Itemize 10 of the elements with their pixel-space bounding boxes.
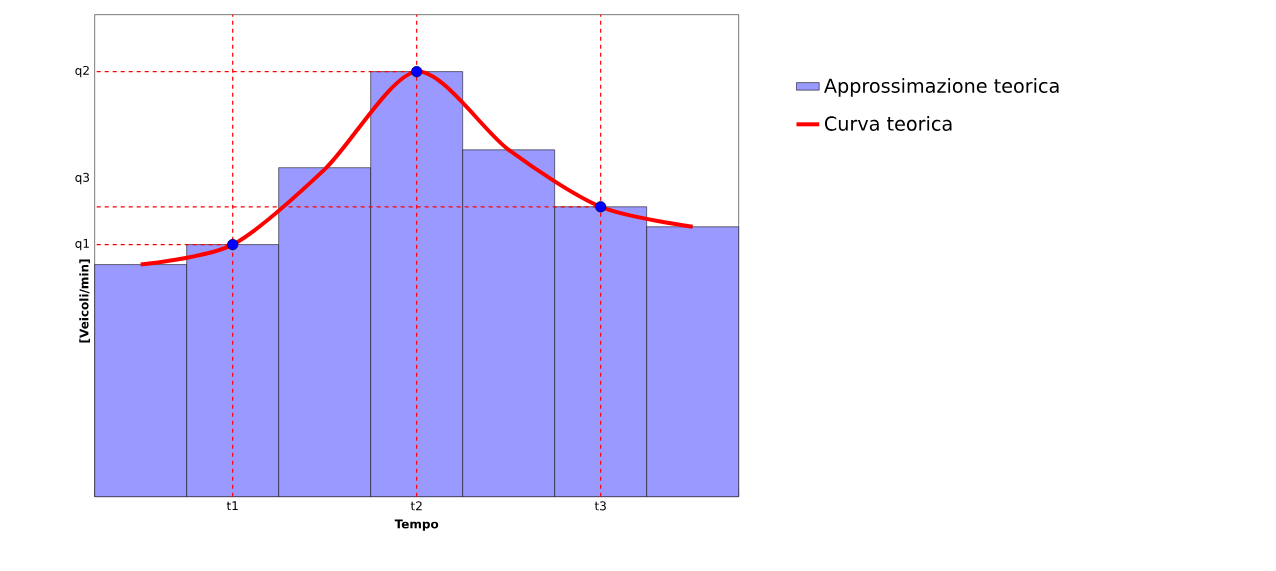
legend-label: Approssimazione teorica	[824, 78, 1059, 97]
legend-label: Curva teorica	[824, 116, 952, 132]
ref-line-label: q1	[75, 239, 89, 251]
x-tick-label: t3	[594, 501, 606, 511]
text: q3	[75, 173, 90, 185]
x-tick-label: t1	[226, 501, 238, 511]
x-tick-label: t2	[410, 501, 422, 511]
y-axis-title: [Veicoli/min]	[79, 259, 90, 343]
ref-line-label: q2	[75, 66, 89, 78]
x-axis-title: Tempo	[394, 519, 439, 532]
